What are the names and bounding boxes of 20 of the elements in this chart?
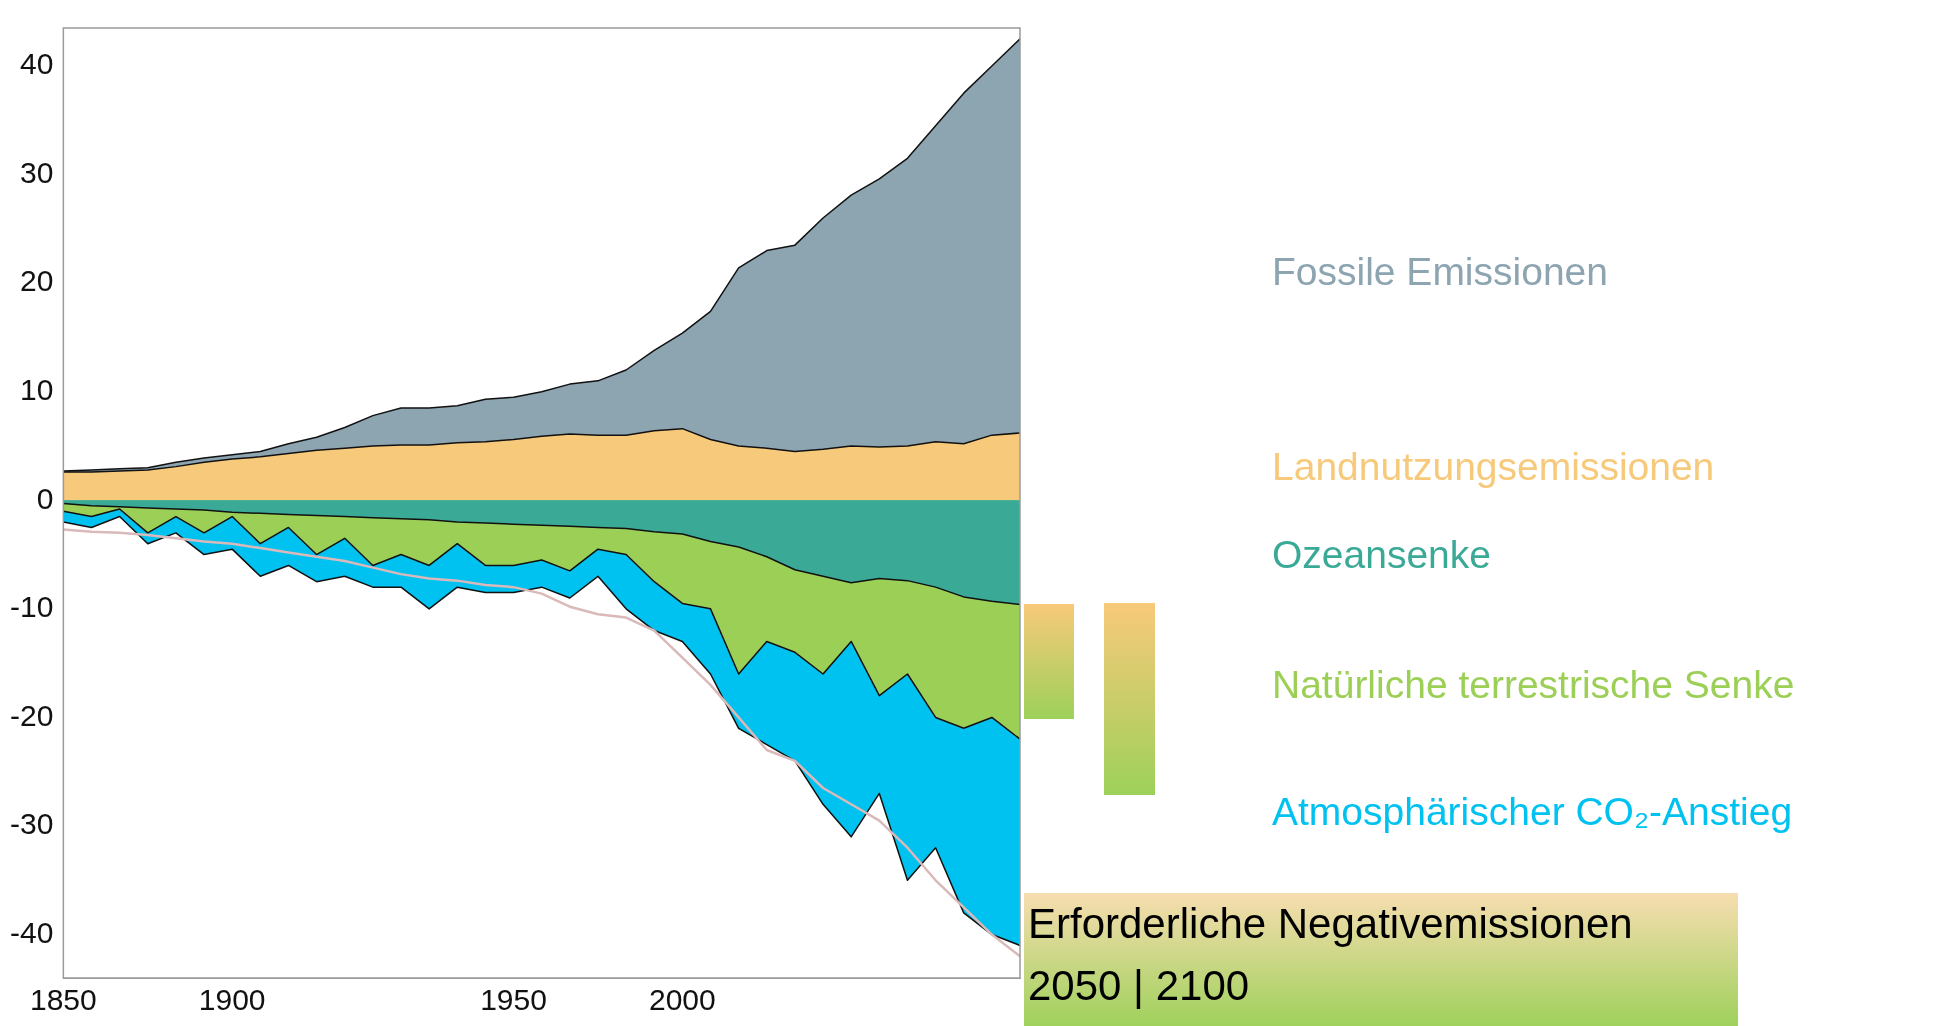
x-tick-label: 1850 xyxy=(29,983,97,1017)
x-tick-label: 1900 xyxy=(198,983,266,1017)
y-tick-label: 10 xyxy=(19,372,54,406)
x-tick-label: 2000 xyxy=(648,983,716,1017)
y-tick-label: 40 xyxy=(19,47,54,81)
y-tick-label: 20 xyxy=(19,264,54,298)
y-tick-label: -20 xyxy=(10,698,54,732)
y-tick-label: -30 xyxy=(10,807,54,841)
y-tick-label: 30 xyxy=(19,155,54,189)
y-tick-label: -10 xyxy=(10,590,54,624)
text: Atmosphärischer CO₂-Anstieg xyxy=(1272,790,1793,834)
text: Landnutzungsemissionen xyxy=(1272,445,1715,489)
text: Erforderliche Negativemissionen xyxy=(1028,899,1634,949)
y-tick-label: 0 xyxy=(36,481,54,515)
y-tick-label: -40 xyxy=(10,915,54,949)
text: 2050 | 2100 xyxy=(1028,961,1251,1011)
text: Natürliche terrestrische Senke xyxy=(1272,663,1795,707)
x-tick-label: 1950 xyxy=(480,983,547,1017)
text: Fossile Emissionen xyxy=(1272,250,1608,294)
text: Ozeansenke xyxy=(1272,533,1491,577)
